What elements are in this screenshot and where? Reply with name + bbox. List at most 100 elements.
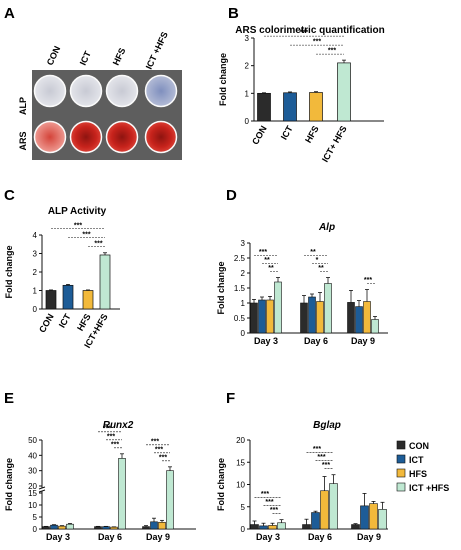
bar: [150, 521, 158, 530]
y-axis-label: Fold change: [4, 245, 14, 298]
bar: [257, 92, 271, 122]
bar: [58, 525, 66, 530]
bar: [274, 281, 282, 334]
legend-label: HFS: [409, 469, 427, 479]
bar: [45, 290, 57, 310]
bar: [266, 299, 274, 334]
x-tick-label: Day 6: [308, 532, 332, 542]
y-tick-label: 3: [33, 250, 38, 259]
panel-label-e: E: [4, 390, 14, 407]
y-tick-label: 20: [28, 482, 37, 491]
y-tick-label: 1: [245, 89, 250, 98]
y-tick-label: 5: [33, 513, 38, 522]
panel-label-f: F: [226, 390, 235, 407]
legend-label: ICT +HFS: [409, 483, 449, 493]
bar: [94, 526, 102, 530]
bar: [82, 290, 94, 310]
bar: [142, 526, 150, 530]
significance-label: ***: [328, 48, 336, 55]
significance-label: ***: [261, 491, 269, 498]
bar: [99, 254, 111, 310]
significance-label: ***: [265, 499, 273, 506]
y-tick-label: 15: [236, 458, 245, 467]
legend-swatch: [396, 468, 406, 478]
significance-label: ***: [313, 446, 321, 453]
bar: [66, 523, 74, 530]
bar: [158, 521, 166, 530]
bar: [166, 470, 174, 530]
x-tick-label: ICT: [57, 312, 73, 330]
significance-label: ***: [317, 454, 325, 461]
significance-label: ***: [151, 438, 159, 445]
bar: [371, 319, 379, 334]
x-tick-label: HFS: [303, 124, 321, 145]
panel-a: A CON ICT HFS ICT +HFS ALP ARS: [4, 5, 182, 160]
significance-label: **: [310, 249, 316, 256]
bar: [316, 301, 324, 334]
y-tick-label: 0.5: [234, 314, 246, 323]
x-tick-label: Day 6: [304, 336, 328, 346]
significance-label: ***: [159, 454, 167, 461]
well-ars-hfs: [105, 120, 139, 154]
x-tick-label: Day 9: [146, 532, 170, 542]
bar: [268, 525, 277, 530]
y-tick-label: 3: [241, 239, 246, 248]
legend: CON ICT HFS ICT +HFS: [396, 440, 449, 493]
well-row-label: ARS: [18, 131, 28, 150]
well-alp-ict: [69, 74, 103, 108]
y-tick-label: 30: [28, 467, 37, 476]
y-axis-label: Fold change: [218, 53, 228, 106]
y-tick-label: 5: [241, 503, 246, 512]
bar: [258, 299, 266, 334]
significance-label: **: [264, 257, 270, 264]
y-axis-label: Fold change: [4, 458, 14, 511]
bar: [250, 524, 259, 530]
bar: [250, 302, 258, 334]
bar: [363, 301, 371, 334]
well-ars-ict-hfs: [144, 120, 178, 154]
y-tick-label: 0: [33, 525, 38, 534]
well-alp-hfs: [105, 74, 139, 108]
significance-label: ***: [270, 507, 278, 514]
y-tick-label: 3: [245, 34, 250, 43]
bar: [102, 526, 110, 530]
bar: [311, 512, 320, 530]
legend-label: CON: [409, 441, 429, 451]
bar: [320, 490, 329, 530]
bar: [324, 283, 332, 334]
bar: [259, 525, 268, 530]
y-axis-label: Fold change: [216, 261, 226, 314]
well-ars-con: [33, 120, 67, 154]
chart-title: ARS colorimetric quantification: [235, 25, 384, 36]
x-tick-label: CON: [250, 124, 269, 146]
well-column-label: ICT +HFS: [144, 30, 170, 71]
y-tick-label: 2: [245, 62, 250, 71]
bar: [300, 302, 308, 334]
bar: [360, 505, 369, 530]
y-tick-label: 15: [28, 489, 37, 498]
x-tick-label: Day 6: [98, 532, 122, 542]
y-tick-label: 10: [28, 501, 37, 510]
panel-label-a: A: [4, 5, 15, 22]
significance-label: ***: [300, 30, 308, 37]
y-tick-label: 0: [241, 525, 246, 534]
x-tick-label: Day 3: [46, 532, 70, 542]
significance-label: **: [268, 265, 274, 272]
x-tick-label: Day 9: [357, 532, 381, 542]
legend-swatch: [396, 440, 406, 450]
panel-label-b: B: [228, 5, 239, 22]
y-tick-label: 2: [33, 268, 38, 277]
y-axis-label: Fold change: [216, 458, 226, 511]
significance-label: ***: [94, 240, 102, 247]
bar: [355, 306, 363, 334]
bar: [62, 284, 74, 310]
well-column-label: HFS: [111, 46, 128, 67]
bar: [378, 509, 387, 530]
y-tick-label: 1.5: [234, 284, 246, 293]
bar: [337, 62, 351, 122]
y-tick-label: 4: [33, 231, 38, 240]
